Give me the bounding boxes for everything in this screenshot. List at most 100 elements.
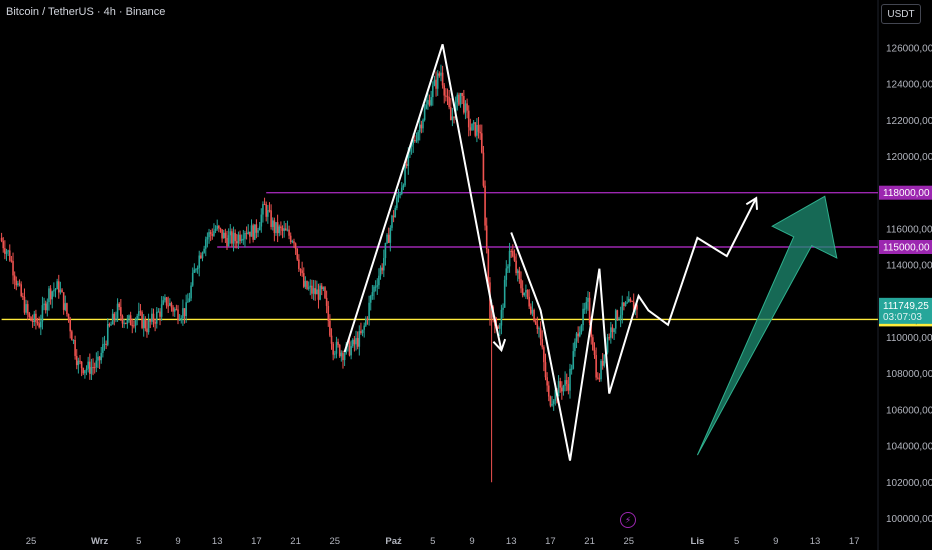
candle-body [26,304,29,314]
candle-body [461,92,463,96]
candle-body [399,194,401,196]
candle-body [178,319,181,321]
x-tick-label: Wrz [91,536,108,547]
candle-body [311,285,313,294]
y-tick-label: 124000,00 [886,80,932,91]
x-tick-label: 17 [545,536,556,547]
candle-body [507,266,509,269]
candle-body [338,344,341,357]
candle-body [543,347,545,363]
candle-body [469,127,472,131]
candle-body [330,335,333,344]
candle-body [636,304,638,310]
candle-body [54,289,57,291]
candle-body [554,389,557,401]
candle-body [56,281,58,290]
candle-body [530,306,532,314]
candle-body [427,100,429,105]
candle-body [628,298,630,303]
candle-body [227,235,230,247]
candle-body [185,302,187,317]
x-tick-label: 21 [290,536,301,547]
candle-body [356,338,359,347]
candle-body [443,85,446,96]
candle-body [85,368,88,371]
candle-body [0,237,3,242]
candle-body [113,313,116,320]
candle-body [105,343,107,345]
candle-body [147,320,150,333]
candle-body [61,289,63,293]
candle-body [378,275,380,286]
candle-body [138,311,140,316]
candle-body [358,331,361,347]
candle-body [404,164,406,186]
candle-body [23,296,26,313]
candle-body [402,185,405,188]
candle-body [33,313,36,323]
candle-body [244,233,246,239]
candle-body [219,228,222,230]
candle-body [453,116,455,119]
candle-body [316,289,318,295]
candle-body [146,328,148,333]
candle-body [374,286,377,288]
candle-body [456,94,459,103]
candle-body [582,308,584,326]
candle-body [572,351,575,369]
time-axis[interactable]: 25 Wrz 5 9 13 17 21 25 Paź 5 9 13 17 21 25 Lis 5 9 13 17 [26,536,860,547]
candle-body [30,316,32,321]
candle-body [400,187,403,195]
candle-body [51,291,54,300]
candle-body [64,303,67,310]
candle-body [276,222,279,234]
candle-body [392,215,395,218]
candle-body [221,229,223,239]
candle-body [191,272,194,286]
resistance-118000-label-bg [879,185,932,200]
candle-body [285,228,287,231]
candle-body [209,232,212,234]
candle-body [74,340,76,356]
candle-body [173,309,176,312]
currency-button[interactable]: USDT [881,4,921,24]
candle-body [515,260,517,274]
candle-body [262,204,264,215]
candle-body [355,338,357,345]
lightning-icon[interactable]: ⚡ [620,512,636,528]
y-tick-label: 120000,00 [886,152,932,163]
candle-body [133,325,135,327]
candle-body [231,231,233,244]
candle-body [307,287,310,289]
resistance-115000-label: 115000,00 [883,243,930,254]
candle-body [222,232,225,239]
candle-body [600,360,602,380]
candle-body [564,380,566,386]
candle-body [616,310,619,320]
candle-body [234,232,236,242]
y-tick-label: 122000,00 [886,116,932,127]
candle-body [588,297,591,323]
candle-body [283,228,285,231]
candle-body [619,315,622,319]
candle-body [595,355,597,378]
price-axis[interactable]: 126000,00 124000,00 122000,00 120000,00 1160… [886,43,932,525]
candle-body [575,333,578,342]
candle-body [335,341,338,354]
candle-body [289,235,292,242]
candle-body [632,301,635,311]
candle-body [126,319,129,324]
candle-body [67,314,70,320]
candle-body [608,337,610,339]
y-tick-label: 110000,00 [886,333,932,344]
candle-body [438,73,441,76]
candle-body [485,225,488,250]
candle-body [46,302,49,311]
candle-body [320,285,323,290]
candle-body [384,242,387,259]
candle-body [417,131,419,141]
candle-body [510,250,512,252]
candle-body [121,315,124,324]
candle-body [459,92,462,105]
